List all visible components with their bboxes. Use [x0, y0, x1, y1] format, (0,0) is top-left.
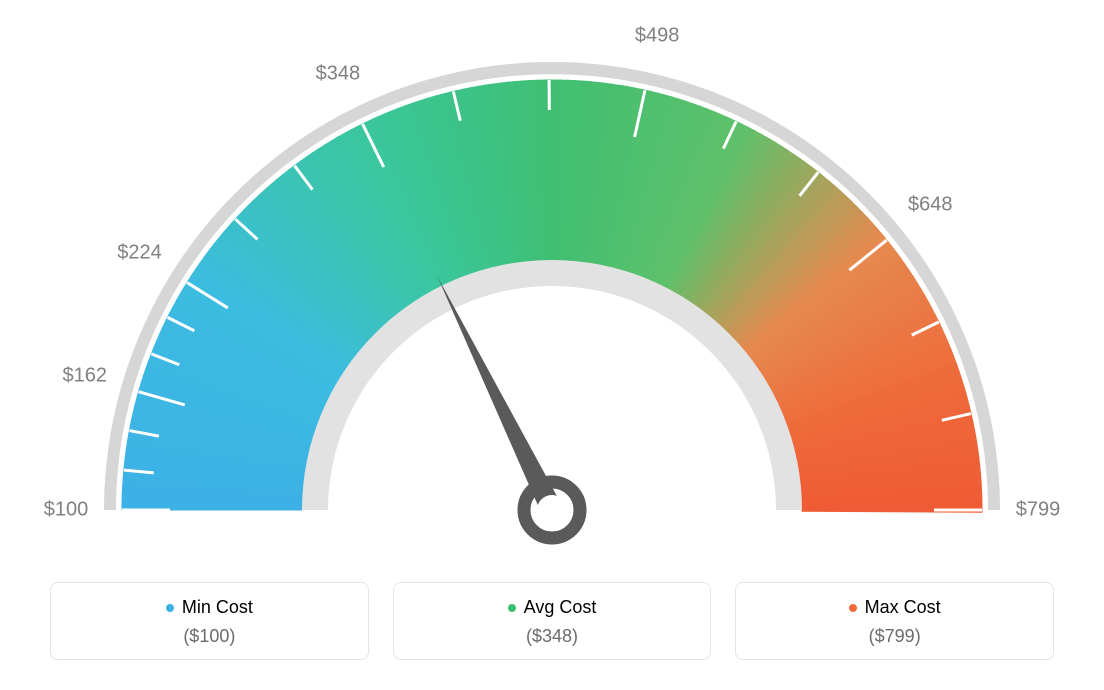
gauge-svg [0, 0, 1104, 560]
legend-value-min: ($100) [61, 626, 358, 647]
legend-dot-max [849, 604, 857, 612]
gauge-tick-label: $224 [117, 241, 162, 264]
legend-label-avg: Avg Cost [524, 597, 597, 618]
gauge-tick-label: $162 [62, 365, 107, 388]
gauge-chart: $100 $162 $224 $348 $498 $648 $799 [0, 0, 1104, 560]
legend-title-max: Max Cost [849, 597, 941, 618]
gauge-tick-label: $648 [908, 193, 953, 216]
legend-value-max: ($799) [746, 626, 1043, 647]
legend-row: Min Cost ($100) Avg Cost ($348) Max Cost… [50, 582, 1054, 660]
gauge-tick-label: $799 [1016, 499, 1061, 522]
legend-label-max: Max Cost [865, 597, 941, 618]
legend-card-min: Min Cost ($100) [50, 582, 369, 660]
gauge-tick-label: $498 [635, 24, 680, 47]
legend-card-avg: Avg Cost ($348) [393, 582, 712, 660]
legend-title-min: Min Cost [166, 597, 253, 618]
gauge-fill [122, 80, 982, 512]
gauge-tick-label: $348 [316, 62, 361, 85]
legend-dot-min [166, 604, 174, 612]
cost-gauge-container: { "gauge": { "type": "gauge", "center_x"… [0, 0, 1104, 690]
legend-title-avg: Avg Cost [508, 597, 597, 618]
legend-value-avg: ($348) [404, 626, 701, 647]
legend-dot-avg [508, 604, 516, 612]
legend-card-max: Max Cost ($799) [735, 582, 1054, 660]
gauge-tick-label: $100 [44, 499, 89, 522]
legend-label-min: Min Cost [182, 597, 253, 618]
